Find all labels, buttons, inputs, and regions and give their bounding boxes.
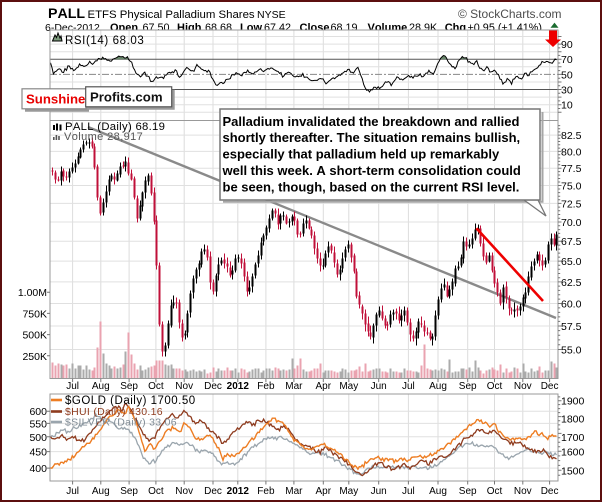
svg-text:Sep: Sep [459, 381, 477, 392]
svg-text:Jun: Jun [371, 486, 387, 497]
svg-text:90: 90 [561, 39, 573, 51]
svg-text:80.0: 80.0 [561, 146, 582, 158]
svg-text:750K: 750K [22, 308, 47, 320]
svg-text:1800: 1800 [561, 414, 585, 426]
svg-text:72.5: 72.5 [561, 198, 582, 210]
svg-text:PALL: PALL [48, 6, 85, 22]
svg-text:55.0: 55.0 [561, 345, 582, 357]
svg-text:Nov: Nov [175, 486, 193, 497]
svg-text:70: 70 [561, 54, 573, 66]
svg-text:Mar: Mar [285, 381, 303, 392]
svg-text:30: 30 [561, 85, 573, 97]
svg-text:2012: 2012 [227, 486, 250, 497]
svg-text:Apr: Apr [316, 381, 332, 392]
svg-text:be seen, though, based on the: be seen, though, based on the current RS… [223, 180, 520, 195]
svg-text:2012: 2012 [227, 381, 250, 392]
svg-text:62.5: 62.5 [561, 277, 582, 289]
svg-text:1700: 1700 [561, 432, 585, 444]
svg-text:Dec: Dec [204, 486, 222, 497]
svg-text:1600: 1600 [561, 446, 585, 458]
svg-text:600: 600 [29, 406, 47, 418]
svg-text:1900: 1900 [561, 396, 585, 408]
svg-text:shortly thereafter. The situat: shortly thereafter. The situation remain… [223, 130, 521, 145]
svg-text:77.5: 77.5 [561, 163, 582, 175]
svg-text:10: 10 [561, 100, 573, 112]
svg-text:Dec: Dec [204, 381, 222, 392]
svg-text:Nov: Nov [514, 486, 532, 497]
svg-text:Aug: Aug [429, 486, 447, 497]
svg-text:RSI(14) 68.03: RSI(14) 68.03 [65, 35, 144, 47]
svg-text:Oct: Oct [487, 486, 503, 497]
svg-text:450: 450 [29, 447, 47, 459]
svg-text:Jun: Jun [371, 381, 387, 392]
svg-text:© StockCharts.com: © StockCharts.com [458, 7, 562, 21]
svg-text:60.0: 60.0 [561, 299, 582, 311]
svg-text:Oct: Oct [487, 381, 503, 392]
svg-text:Oct: Oct [148, 486, 164, 497]
svg-text:Nov: Nov [514, 381, 532, 392]
svg-text:400: 400 [29, 463, 47, 475]
svg-text:550: 550 [29, 418, 47, 430]
svg-text:65.0: 65.0 [561, 256, 582, 268]
svg-text:Sep: Sep [120, 381, 138, 392]
svg-text:Apr: Apr [316, 486, 332, 497]
svg-text:Jul: Jul [66, 381, 79, 392]
svg-text:57.5: 57.5 [561, 321, 582, 333]
svg-text:NYSE: NYSE [257, 9, 286, 21]
svg-text:$GOLD (Daily) 1700.50: $GOLD (Daily) 1700.50 [65, 395, 196, 407]
svg-text:250K: 250K [22, 351, 47, 363]
svg-text:May: May [339, 381, 358, 392]
svg-text:Dec: Dec [541, 381, 559, 392]
svg-text:Jul: Jul [66, 486, 79, 497]
svg-text:Mar: Mar [285, 486, 303, 497]
svg-text:50: 50 [561, 69, 573, 81]
svg-text:$HUI (Daily) 430.16: $HUI (Daily) 430.16 [65, 406, 163, 418]
svg-text:82.5: 82.5 [561, 130, 582, 142]
svg-text:Nov: Nov [175, 381, 193, 392]
svg-text:Jul: Jul [402, 486, 415, 497]
svg-text:Dec: Dec [541, 486, 559, 497]
svg-text:Jul: Jul [402, 381, 415, 392]
svg-text:Oct: Oct [148, 381, 164, 392]
svg-text:PALL (Daily) 68.19: PALL (Daily) 68.19 [65, 121, 165, 133]
svg-text:67.5: 67.5 [561, 236, 582, 248]
svg-text:1.00M: 1.00M [18, 287, 47, 299]
svg-text:70.0: 70.0 [561, 217, 582, 229]
svg-text:Aug: Aug [92, 381, 110, 392]
svg-text:Volume 28,917: Volume 28,917 [64, 131, 143, 143]
svg-text:500K: 500K [22, 330, 47, 342]
svg-text:$SILVER (Daily) 33.06: $SILVER (Daily) 33.06 [65, 417, 177, 429]
svg-text:Aug: Aug [429, 381, 447, 392]
svg-text:Aug: Aug [92, 486, 110, 497]
svg-text:500: 500 [29, 432, 47, 444]
svg-text:especially that palladium held: especially that palladium held up remark… [223, 147, 500, 162]
svg-text:May: May [339, 486, 358, 497]
svg-text:75.0: 75.0 [561, 181, 582, 193]
svg-text:Profits.com: Profits.com [90, 90, 163, 105]
svg-text:Sep: Sep [120, 486, 138, 497]
svg-text:Feb: Feb [257, 381, 275, 392]
svg-text:ETFS Physical Palladium Shares: ETFS Physical Palladium Shares [88, 9, 255, 21]
svg-text:Feb: Feb [257, 486, 275, 497]
svg-text:Sunshine: Sunshine [26, 92, 85, 107]
svg-text:well this week. A short-term c: well this week. A short-term consolidati… [222, 163, 521, 178]
svg-text:Palladium invalidated the brea: Palladium invalidated the breakdown and … [223, 114, 520, 129]
svg-text:Sep: Sep [459, 486, 477, 497]
svg-text:1500: 1500 [561, 465, 585, 477]
